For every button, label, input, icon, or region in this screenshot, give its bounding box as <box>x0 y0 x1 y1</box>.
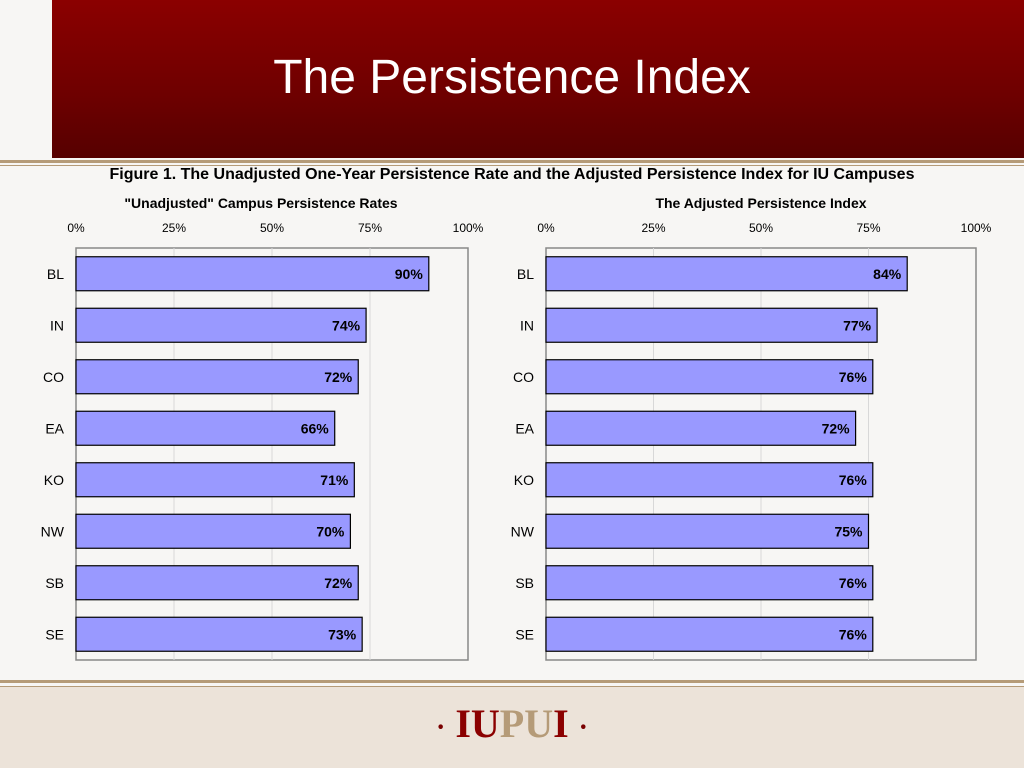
bar-sb <box>545 565 874 601</box>
data-label: 73% <box>328 626 357 642</box>
category-label: KO <box>514 472 534 488</box>
x-tick-label: 0% <box>67 221 85 235</box>
bar-ea <box>545 410 857 446</box>
bar-in <box>75 307 367 343</box>
data-label: 76% <box>839 472 868 488</box>
unadjusted-rates-chart: 0% 25% 50% 75% 100% 90% BL 74% IN 72% CO 66% EA 71% KO… <box>41 221 484 661</box>
chart-right-title: The Adjusted Persistence Index <box>655 195 867 211</box>
data-label: 66% <box>301 420 330 436</box>
data-label: 76% <box>839 575 868 591</box>
bottom-divider-thin <box>0 686 1024 687</box>
category-label: KO <box>44 472 64 488</box>
logo-iu: IU <box>455 701 500 746</box>
x-tick-label: 25% <box>641 221 665 235</box>
adjusted-index-chart: 0% 25% 50% 75% 100% 84% BL 77% IN 76% CO 72% EA 76% KO… <box>511 221 992 661</box>
data-label: 72% <box>324 575 353 591</box>
x-tick-label: 75% <box>358 221 382 235</box>
category-label: IN <box>520 317 534 333</box>
category-label: BL <box>47 266 64 282</box>
data-label: 71% <box>320 472 349 488</box>
figure-title: Figure 1. The Unadjusted One-Year Persis… <box>109 166 915 183</box>
bar-bl <box>75 256 430 292</box>
category-label: CO <box>513 369 534 385</box>
title-banner <box>52 0 1024 158</box>
data-label: 72% <box>324 369 353 385</box>
x-tick-label: 0% <box>537 221 555 235</box>
data-label: 70% <box>316 523 345 539</box>
top-divider-thin <box>0 165 1024 166</box>
bar-ko <box>75 462 355 498</box>
x-tick-label: 100% <box>961 221 992 235</box>
bar-ea <box>75 410 336 446</box>
x-tick-label: 50% <box>749 221 773 235</box>
footer-band <box>0 686 1024 768</box>
top-divider <box>0 160 1024 163</box>
category-label: CO <box>43 369 64 385</box>
bar-co <box>75 359 359 395</box>
logo-i: I <box>553 701 569 746</box>
x-tick-label: 100% <box>453 221 484 235</box>
logo-dot-right: · <box>578 711 589 743</box>
data-label: 90% <box>395 266 424 282</box>
bar-ko <box>545 462 874 498</box>
chart-left-title: "Unadjusted" Campus Persistence Rates <box>124 195 398 211</box>
category-label: SB <box>515 575 534 591</box>
category-label: NW <box>41 523 65 539</box>
category-label: SB <box>45 575 64 591</box>
bar-sb <box>75 565 359 601</box>
data-label: 76% <box>839 626 868 642</box>
x-tick-label: 50% <box>260 221 284 235</box>
category-label: EA <box>515 420 534 436</box>
data-label: 74% <box>332 317 361 333</box>
x-tick-label: 75% <box>856 221 880 235</box>
bar-se <box>545 616 874 652</box>
bar-nw <box>75 513 351 549</box>
logo-dot-left: · <box>435 711 446 743</box>
category-label: SE <box>45 626 64 642</box>
data-label: 72% <box>822 420 851 436</box>
data-label: 75% <box>834 523 863 539</box>
data-label: 77% <box>843 317 872 333</box>
bar-se <box>75 616 363 652</box>
data-label: 76% <box>839 369 868 385</box>
category-label: SE <box>515 626 534 642</box>
bar-nw <box>545 513 870 549</box>
bar-in <box>545 307 878 343</box>
logo-pu: PU <box>499 701 554 746</box>
x-tick-label: 25% <box>162 221 186 235</box>
category-label: EA <box>45 420 64 436</box>
category-label: BL <box>517 266 534 282</box>
bottom-divider <box>0 680 1024 683</box>
category-label: IN <box>50 317 64 333</box>
bar-co <box>545 359 874 395</box>
bar-bl <box>545 256 908 292</box>
iupui-logo: · IUPUI · <box>0 700 1024 747</box>
data-label: 84% <box>873 266 902 282</box>
category-label: NW <box>511 523 535 539</box>
left-strip <box>0 0 52 158</box>
slide-title: The Persistence Index <box>273 51 751 104</box>
